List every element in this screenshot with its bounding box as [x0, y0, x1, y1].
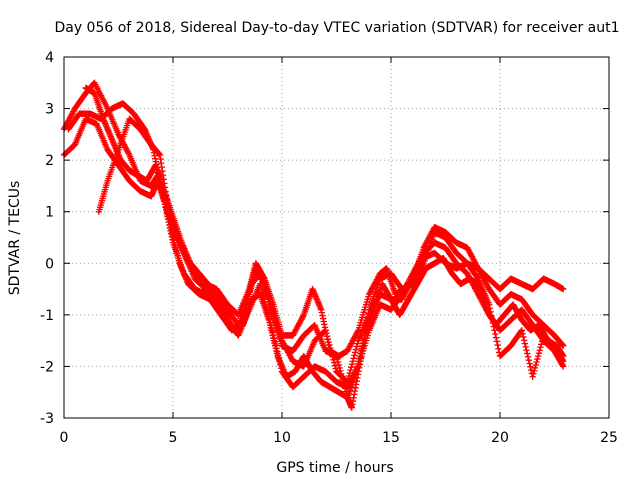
data-point [348, 361, 356, 368]
y-tick-label: -1 [40, 308, 54, 324]
data-point [327, 347, 335, 355]
series-track-1 [60, 115, 567, 391]
data-point [344, 378, 351, 386]
data-point [327, 344, 334, 352]
data-point [349, 358, 357, 365]
data-point [560, 285, 567, 293]
series-track-4 [65, 100, 567, 386]
y-tick-label: -2 [40, 359, 54, 375]
data-point [530, 370, 537, 377]
data-point [525, 356, 533, 364]
data-point [328, 350, 336, 358]
data-point [323, 330, 330, 337]
data-point [520, 337, 528, 344]
data-point [495, 345, 502, 352]
data-point [336, 364, 343, 372]
data-point [492, 330, 499, 338]
data-point [538, 341, 545, 348]
plot-frame [63, 56, 610, 419]
data-point [323, 333, 331, 340]
data-point [523, 347, 530, 354]
data-point [532, 361, 540, 369]
data-point [329, 353, 336, 361]
data-point [334, 358, 342, 366]
data-point [354, 340, 361, 347]
data-point [353, 343, 360, 350]
data-point [524, 350, 531, 357]
data-point [534, 355, 541, 363]
data-points [60, 79, 567, 411]
data-point [351, 349, 359, 356]
data-point [520, 333, 527, 341]
data-point [330, 359, 338, 366]
data-point [491, 327, 498, 334]
data-point [534, 352, 542, 360]
x-tick-label: 15 [382, 430, 400, 446]
grid-lines [64, 57, 609, 418]
data-point [331, 362, 339, 369]
data-point [522, 343, 529, 351]
data-point [330, 356, 337, 363]
y-axis-label: SDTVAR / TECUs [7, 181, 23, 296]
data-point [352, 346, 360, 353]
data-point [335, 361, 343, 369]
y-tick-label: -3 [40, 411, 54, 427]
data-point [324, 335, 332, 343]
data-point [346, 369, 353, 377]
data-point [344, 375, 352, 383]
data-point [325, 338, 332, 346]
x-tick-label: 5 [169, 430, 178, 446]
data-point [518, 327, 525, 334]
data-point [531, 364, 539, 372]
y-tick-label: 3 [45, 102, 54, 118]
data-point [527, 363, 534, 370]
data-point [341, 385, 349, 392]
data-point [521, 340, 529, 347]
data-point [538, 338, 546, 345]
data-point [560, 342, 567, 349]
y-tick-label: 2 [45, 153, 54, 169]
x-axis-label: GPS time / hours [276, 460, 393, 476]
y-tick-label: 4 [45, 50, 54, 66]
data-point [332, 365, 339, 372]
data-point [535, 349, 543, 357]
x-tick-label: 20 [491, 430, 509, 446]
chart-title: Day 056 of 2018, Sidereal Day-to-day VTE… [54, 20, 619, 36]
data-point [519, 330, 526, 337]
data-point [527, 366, 535, 374]
data-point [347, 366, 354, 374]
y-tick-label: 1 [45, 205, 54, 221]
data-point [492, 334, 500, 341]
data-point [341, 382, 348, 389]
x-tick-label: 25 [600, 430, 618, 446]
data-point [560, 352, 567, 360]
series-track-5 [82, 84, 567, 401]
data-point [529, 373, 536, 380]
series-track-3 [95, 115, 567, 360]
data-point [526, 360, 533, 367]
data-point [533, 358, 540, 366]
data-point [125, 150, 132, 157]
data-point [322, 327, 329, 334]
x-tick-label: 10 [273, 430, 291, 446]
data-point [531, 367, 538, 375]
data-point [345, 372, 353, 380]
data-point [299, 313, 307, 320]
data-point [258, 286, 265, 294]
data-point [493, 338, 501, 345]
data-point [524, 353, 532, 361]
data-point [536, 347, 543, 354]
data-point [494, 341, 501, 349]
data-point [537, 344, 544, 351]
x-tick-label: 0 [60, 430, 69, 446]
y-tick-label: 0 [45, 256, 54, 272]
data-point [351, 352, 358, 359]
data-point [348, 363, 355, 371]
data-point [350, 355, 357, 362]
data-point [326, 341, 333, 349]
